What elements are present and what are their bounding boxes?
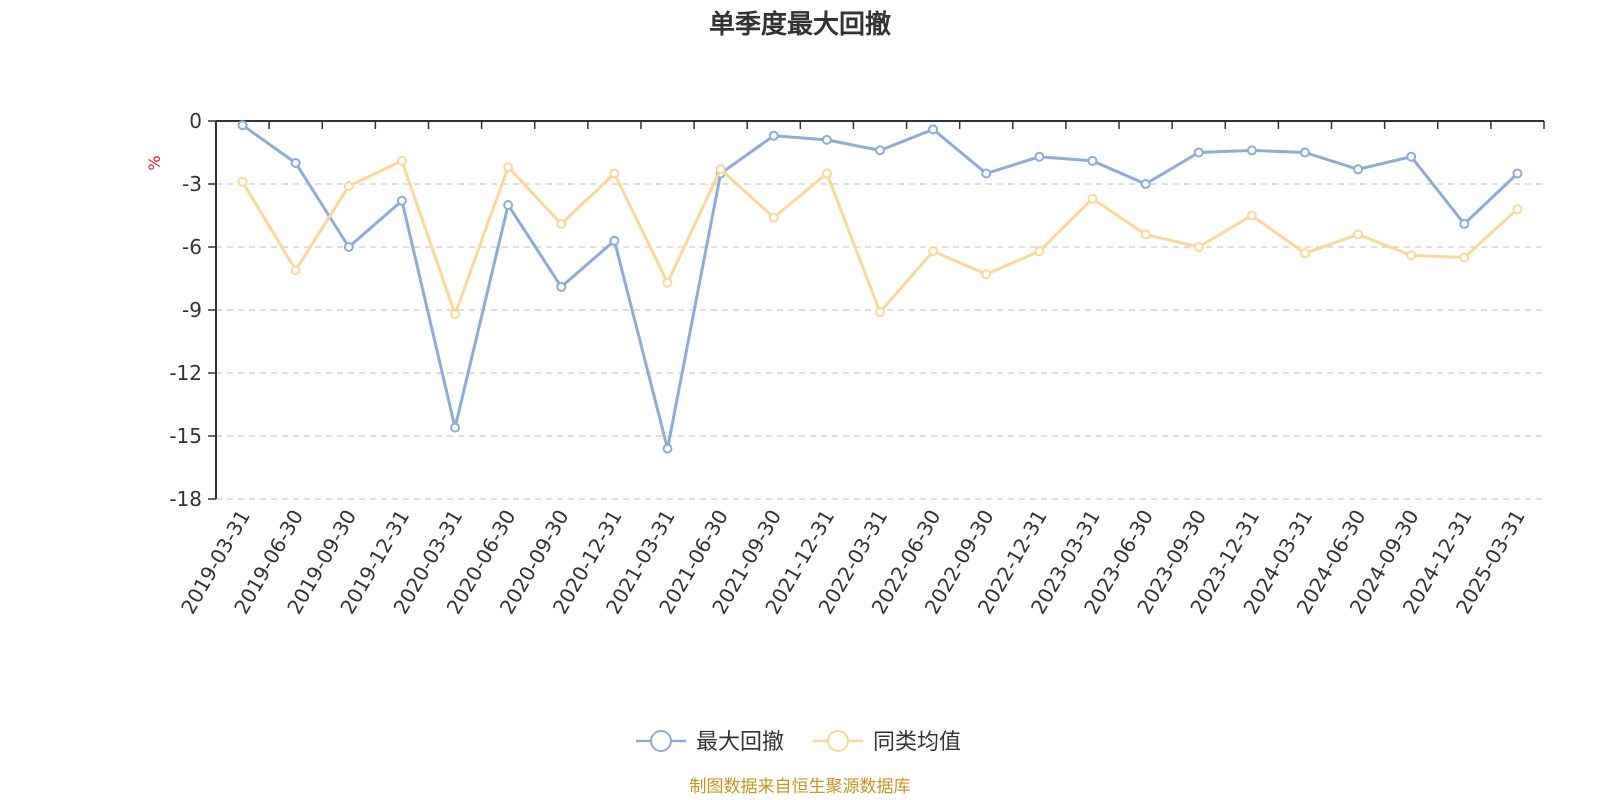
data-point xyxy=(1406,151,1417,162)
data-point xyxy=(768,130,779,141)
data-point xyxy=(1193,147,1204,158)
data-point xyxy=(1140,179,1151,189)
gridlines xyxy=(216,183,1544,500)
y-axis-unit-label: % xyxy=(145,155,164,170)
data-point xyxy=(821,134,832,145)
series-1 xyxy=(237,120,1523,454)
data-point xyxy=(609,168,620,179)
data-point xyxy=(343,242,354,252)
data-point xyxy=(1512,204,1523,215)
data-point xyxy=(237,176,248,187)
y-tick-label: 0 xyxy=(189,109,202,133)
data-point xyxy=(1299,248,1310,259)
data-point xyxy=(662,277,673,288)
data-point xyxy=(1087,155,1098,166)
data-point xyxy=(450,422,461,433)
legend-item-1[interactable]: 最大回撤 xyxy=(636,730,784,755)
series-lines xyxy=(237,120,1523,454)
data-point xyxy=(1406,250,1417,261)
data-point xyxy=(662,443,673,454)
chart-title: 单季度最大回撤 xyxy=(709,9,891,40)
data-point xyxy=(450,309,461,320)
series-line xyxy=(241,123,1519,451)
legend-item-2[interactable]: 同类均值 xyxy=(813,730,961,755)
data-point xyxy=(1299,147,1310,158)
y-tick-label: -12 xyxy=(169,361,202,385)
data-point xyxy=(981,168,992,179)
data-point xyxy=(1246,145,1257,156)
data-point xyxy=(1459,252,1470,263)
legend-label: 同类均值 xyxy=(873,730,961,755)
data-point xyxy=(1087,193,1098,204)
data-point xyxy=(928,124,939,135)
data-point xyxy=(928,246,939,257)
data-point xyxy=(290,158,301,168)
data-point xyxy=(981,269,992,280)
axes: 0-3-6-9-12-15-182019-03-312019-06-302019… xyxy=(169,109,1545,618)
y-tick-label: -6 xyxy=(182,235,202,259)
y-tick-label: -3 xyxy=(182,172,202,196)
legend-marker xyxy=(650,730,672,752)
data-point xyxy=(503,200,514,210)
data-point xyxy=(1459,218,1470,229)
data-point xyxy=(1353,229,1364,240)
data-point xyxy=(503,162,514,173)
data-point xyxy=(396,155,407,166)
data-point xyxy=(768,212,779,223)
data-point xyxy=(396,195,407,206)
data-point xyxy=(556,218,567,229)
data-point xyxy=(290,265,301,276)
series-2 xyxy=(237,155,1523,320)
legend[interactable]: 最大回撤 同类均值 xyxy=(636,730,961,755)
y-tick-label: -18 xyxy=(169,487,202,511)
data-point xyxy=(1034,246,1045,257)
data-source-note: 制图数据来自恒生聚源数据库 xyxy=(690,777,911,797)
data-point xyxy=(715,164,726,175)
data-point xyxy=(237,120,248,131)
data-point xyxy=(1193,242,1204,252)
data-point xyxy=(1034,151,1045,162)
data-point xyxy=(1353,164,1364,175)
legend-marker xyxy=(827,730,849,752)
data-point xyxy=(1246,210,1257,221)
data-point xyxy=(821,168,832,179)
data-point xyxy=(343,181,354,192)
y-tick-label: -15 xyxy=(169,424,202,448)
data-point xyxy=(875,145,885,156)
legend-label: 最大回撤 xyxy=(696,730,784,755)
data-point xyxy=(1512,168,1523,179)
data-point xyxy=(556,281,567,292)
y-tick-label: -9 xyxy=(182,298,202,322)
data-point xyxy=(1140,229,1151,240)
data-point xyxy=(875,307,885,318)
data-point xyxy=(609,235,620,246)
